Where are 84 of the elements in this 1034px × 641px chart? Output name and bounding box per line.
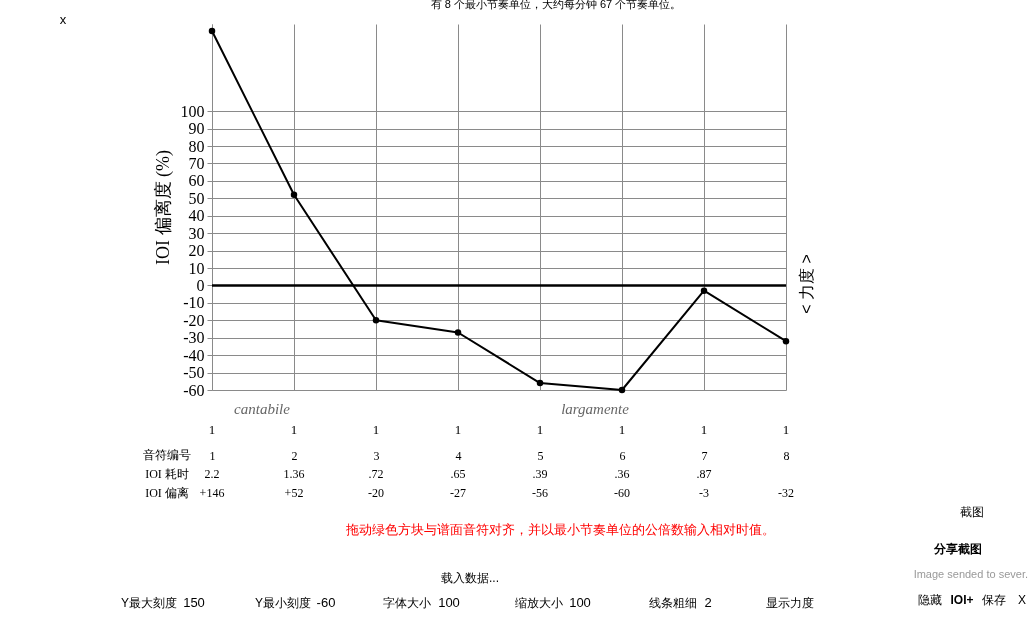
text: 100: [569, 595, 591, 610]
y-tick-label: 90: [188, 120, 205, 138]
x-tick-label: 6: [619, 448, 626, 463]
text: 载入数据...: [440, 571, 500, 585]
y-tick-label: 30: [188, 224, 205, 242]
text: 100: [438, 595, 460, 610]
x-tick-label: 2: [291, 448, 298, 463]
text: 1: [782, 422, 790, 437]
text: 1: [454, 422, 462, 437]
text: cantabile: [234, 401, 291, 417]
x-tick-label: 4: [455, 448, 462, 463]
text: Y最大刻度: [120, 596, 178, 610]
data-label: -60: [614, 486, 630, 500]
point: [208, 27, 216, 35]
text: .72: [368, 467, 384, 481]
text: 线条粗细: [649, 596, 697, 610]
data-label: -27: [450, 486, 466, 500]
x-tick-label: 7: [701, 448, 708, 463]
text: 2: [704, 595, 712, 610]
x-tick-label: 1: [209, 448, 216, 463]
x-tick-label: 5: [537, 448, 544, 463]
text: -60: [316, 595, 336, 610]
y-tick-label: -10: [183, 294, 205, 312]
y-tick-label: 60: [188, 172, 205, 190]
text: 1: [536, 422, 544, 437]
text: X: [1017, 593, 1027, 607]
text: 1: [290, 422, 298, 437]
text: 150: [183, 595, 205, 610]
y-tick-label: 100: [180, 102, 205, 120]
text: .87: [696, 467, 712, 481]
point: [454, 329, 462, 336]
y-tick-label: 0: [196, 276, 205, 294]
x-tick-label: 8: [783, 448, 790, 463]
point: [700, 287, 708, 294]
point: [372, 317, 380, 324]
y-tick-label: 50: [188, 189, 205, 207]
y-tick-label: -30: [183, 329, 205, 347]
text: Y最小刻度: [254, 596, 312, 610]
text: 显示力度: [766, 596, 814, 610]
y-tick-label: -60: [183, 381, 205, 399]
text: .39: [532, 467, 548, 481]
text: 1.36: [283, 467, 305, 481]
data-label: -3: [699, 486, 709, 500]
text: x: [59, 12, 67, 27]
y-tick-label: 10: [188, 259, 205, 277]
text: IOI 偏离: [145, 486, 189, 500]
x-axis-title: 音符编号: [143, 448, 191, 462]
text: IOI+: [950, 593, 974, 607]
y-tick-label: 70: [188, 154, 205, 172]
text: .65: [450, 467, 466, 481]
data-label: +52: [284, 486, 304, 500]
data-label: -32: [778, 486, 794, 500]
point: [782, 337, 790, 345]
y-tick-label: 80: [188, 137, 205, 155]
text: Image sended to sever.: [913, 568, 1028, 580]
data-label: +146: [199, 486, 225, 500]
point: [536, 379, 544, 387]
text: 缩放大小: [515, 596, 563, 610]
text: 1: [618, 422, 626, 437]
text: 1: [372, 422, 380, 437]
text: 截图: [960, 505, 984, 519]
text: 拖动绿色方块与谱面音符对齐，并以最小节奏单位的公倍数输入相对时值。: [344, 522, 775, 537]
y-tick-label: -20: [183, 311, 205, 329]
x-tick-label: 3: [373, 448, 380, 463]
text: 1: [700, 422, 708, 437]
text: 字体大小: [383, 596, 431, 610]
text: .36: [614, 467, 630, 481]
data-label: -56: [532, 486, 548, 500]
point: [618, 386, 626, 394]
y-tick-label: 40: [188, 207, 205, 225]
y-tick-label: 20: [188, 242, 205, 260]
y-tick-label: -40: [183, 346, 205, 364]
text: 分享截图: [933, 542, 982, 556]
text: 隐藏: [918, 593, 942, 607]
text: < 力度 >: [798, 254, 815, 314]
text: 2.2: [204, 467, 220, 481]
text: IOI 耗时: [145, 467, 189, 481]
y-tick-label: -50: [183, 364, 205, 382]
point: [290, 191, 298, 199]
text: largamente: [561, 401, 630, 417]
text: 保存: [982, 593, 1006, 607]
text: 1: [208, 422, 216, 437]
y-axis-title: IOI 偏离度 (%): [152, 150, 174, 265]
data-label: -20: [368, 486, 384, 500]
